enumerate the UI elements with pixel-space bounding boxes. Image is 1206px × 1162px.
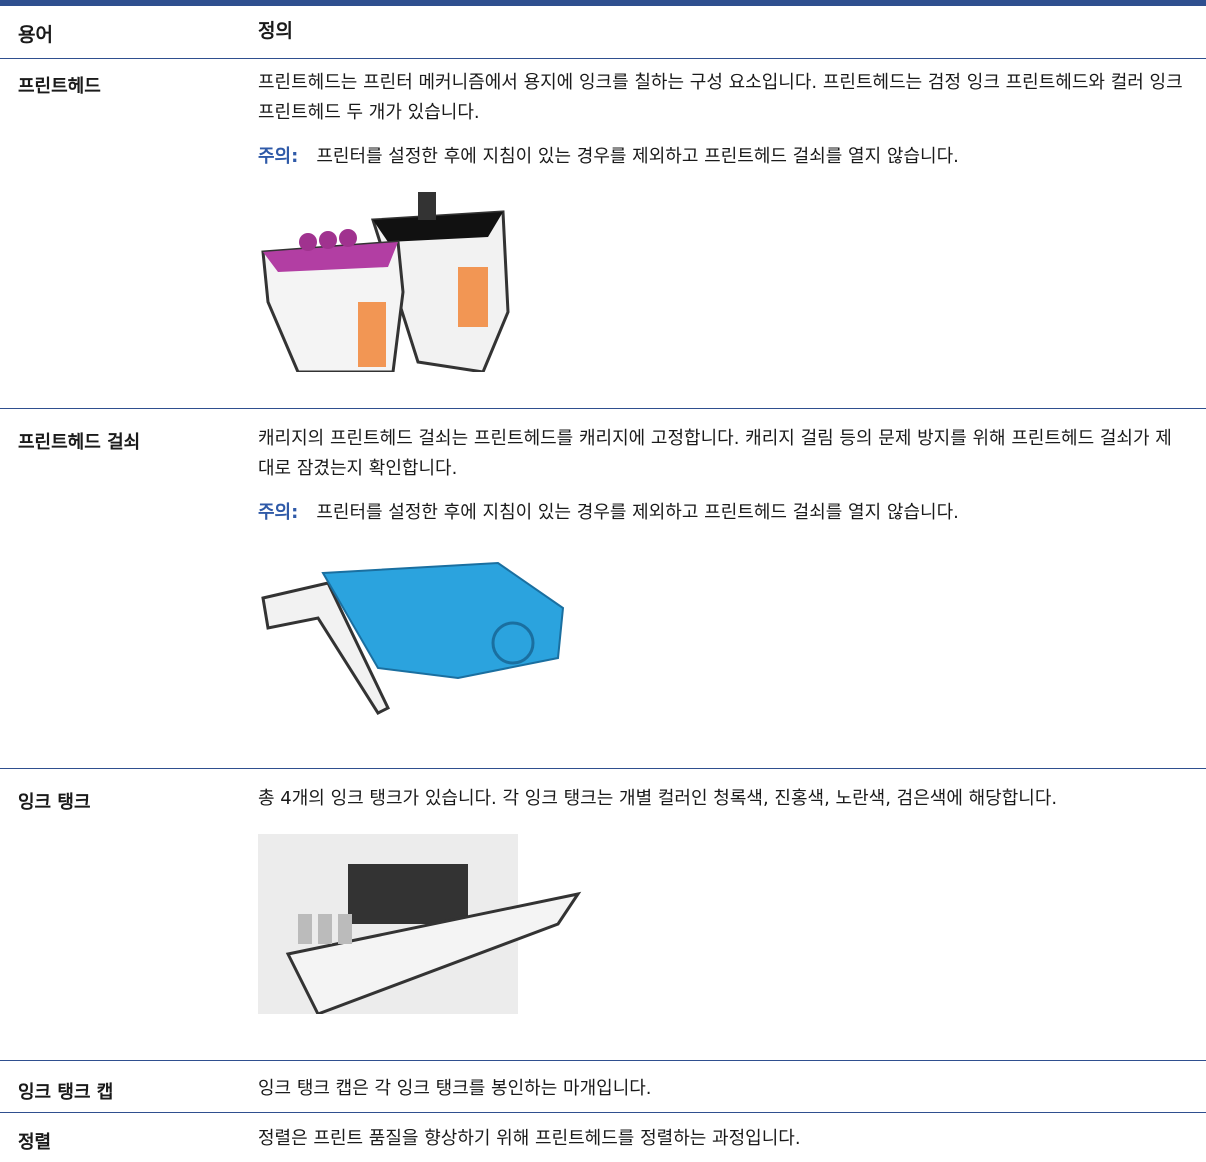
- divider: [0, 1112, 1206, 1113]
- header-definition: 정의: [258, 20, 293, 42]
- ink-tank-image: [258, 834, 582, 1014]
- divider: [0, 768, 1206, 769]
- definition: 정렬은 프린트 품질을 향상하기 위해 프린트헤드를 정렬하는 과정입니다.: [258, 1128, 801, 1149]
- divider: [0, 408, 1206, 409]
- definition-text: 총 4개의 잉크 탱크가 있습니다. 각 잉크 탱크는 개별 컬러인 청록색, …: [258, 788, 1058, 809]
- latch-image: [261, 561, 565, 715]
- definition-text: 캐리지의 프린트헤드 걸쇠는 프린트헤드를 캐리지에 고정합니다. 캐리지 걸림…: [258, 428, 1172, 479]
- divider: [0, 58, 1206, 59]
- note-label: 주의:: [258, 146, 299, 167]
- note-label: 주의:: [258, 502, 299, 523]
- note-text: 프린터를 설정한 후에 지침이 있는 경우를 제외하고 프린트헤드 걸쇠를 열지…: [316, 146, 959, 167]
- note: 주의: 프린터를 설정한 후에 지침이 있는 경우를 제외하고 프린트헤드 걸쇠를…: [258, 498, 1188, 528]
- top-bar: [0, 0, 1206, 6]
- term: 정렬: [18, 1132, 52, 1153]
- printhead-image: [261, 192, 510, 372]
- definition: 캐리지의 프린트헤드 걸쇠는 프린트헤드를 캐리지에 고정합니다. 캐리지 걸림…: [258, 424, 1188, 728]
- definition-text: 프린트헤드는 프린터 메커니즘에서 용지에 잉크를 칠하는 구성 요소입니다. …: [258, 72, 1183, 123]
- term: 잉크 탱크 캡: [18, 1082, 114, 1103]
- divider: [0, 1060, 1206, 1061]
- term: 잉크 탱크: [18, 792, 91, 813]
- definition: 잉크 탱크 캡은 각 잉크 탱크를 봉인하는 마개입니다.: [258, 1078, 652, 1099]
- definition: 총 4개의 잉크 탱크가 있습니다. 각 잉크 탱크는 개별 컬러인 청록색, …: [258, 784, 1188, 1014]
- term: 프린트헤드: [18, 76, 101, 97]
- term: 프린트헤드 걸쇠: [18, 432, 141, 453]
- note-text: 프린터를 설정한 후에 지침이 있는 경우를 제외하고 프린트헤드 걸쇠를 열지…: [316, 502, 959, 523]
- note: 주의: 프린터를 설정한 후에 지침이 있는 경우를 제외하고 프린트헤드 걸쇠를…: [258, 142, 1188, 172]
- definition: 프린트헤드는 프린터 메커니즘에서 용지에 잉크를 칠하는 구성 요소입니다. …: [258, 68, 1188, 372]
- header-term: 용어: [18, 24, 53, 46]
